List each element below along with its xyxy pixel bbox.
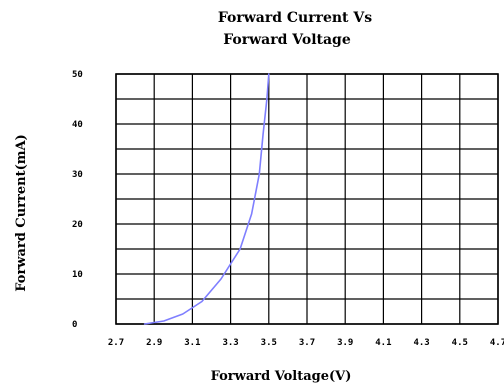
x-tick-labels: 2.7 2.9 3.1 3.3 3.5 3.7 3.9 4.1 4.3 4.5 4.7	[108, 338, 504, 348]
y-tick-label: 50	[72, 70, 83, 80]
x-axis-label: Forward Voltage(V)	[211, 369, 352, 384]
x-tick-label: 4.1	[375, 338, 391, 348]
grid	[115, 73, 499, 325]
series-line-1	[143, 73, 270, 325]
x-tick-label: 3.1	[184, 338, 200, 348]
y-tick-label: 30	[72, 170, 83, 180]
y-tick-label: 40	[72, 120, 83, 130]
y-tick-label: 0	[72, 320, 77, 330]
x-tick-label: 3.9	[337, 338, 353, 348]
x-tick-label: 4.7	[490, 338, 504, 348]
x-tick-label: 4.3	[413, 338, 429, 348]
y-tick-label: 10	[72, 270, 83, 280]
x-tick-label: 2.9	[146, 338, 162, 348]
chart-title-line-2: Forward Voltage	[223, 32, 351, 48]
y-tick-labels: 0 10 20 30 40 50	[72, 70, 83, 330]
y-axis-label: Forward Current(mA)	[14, 134, 29, 292]
chart-title-line-1: Forward Current Vs	[218, 10, 372, 26]
x-tick-label: 3.3	[222, 338, 238, 348]
plot-frame	[115, 73, 499, 325]
x-tick-label: 4.5	[452, 338, 468, 348]
series-layer	[143, 73, 270, 325]
x-tick-label: 2.7	[108, 338, 124, 348]
y-tick-label: 20	[72, 220, 83, 230]
x-tick-label: 3.5	[261, 338, 277, 348]
x-tick-label: 3.7	[299, 338, 315, 348]
